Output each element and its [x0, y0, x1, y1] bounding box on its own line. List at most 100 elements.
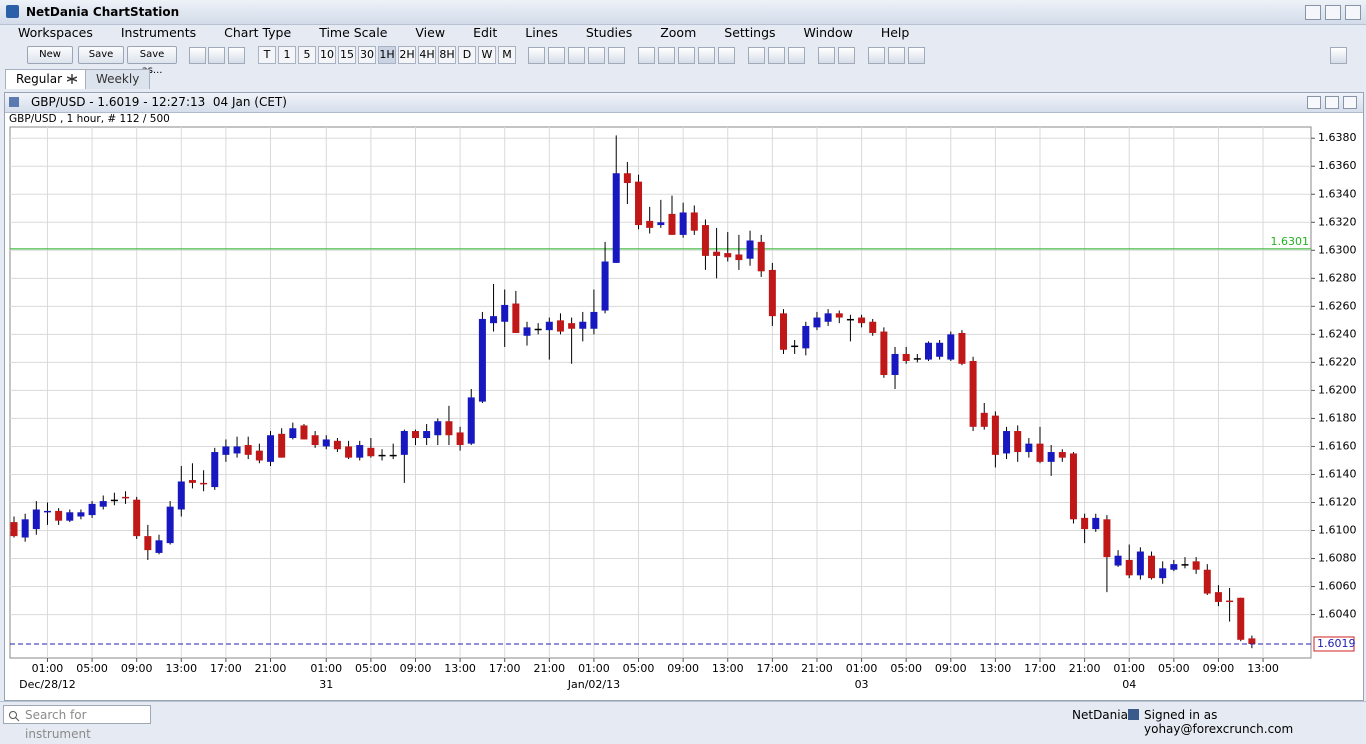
menu-item[interactable]: Lines [525, 25, 558, 40]
tool-icon[interactable] [528, 47, 545, 64]
chart-type-icon[interactable] [228, 47, 245, 64]
candle-body [144, 536, 152, 551]
candle-body [523, 327, 531, 336]
tool-icon[interactable] [788, 47, 805, 64]
status-bar: Search for instrument NetDania Signed in… [0, 701, 1366, 741]
tool-icon[interactable] [908, 47, 925, 64]
candle-body [924, 342, 932, 360]
minimize-button[interactable] [1305, 5, 1321, 20]
timescale-button[interactable]: 8H [438, 46, 456, 64]
tool-icon[interactable] [588, 47, 605, 64]
timescale-button[interactable]: 4H [418, 46, 436, 64]
y-tick-label: 1.6140 [1318, 467, 1357, 480]
candle-body [333, 440, 341, 450]
brand: NetDania [1072, 708, 1128, 722]
tool-icon[interactable] [818, 47, 835, 64]
candle-body [590, 311, 598, 329]
tool-icon[interactable] [608, 47, 625, 64]
tool-icon[interactable] [678, 47, 695, 64]
chart-type-icon[interactable] [208, 47, 225, 64]
maximize-button[interactable] [1325, 5, 1341, 20]
timescale-button[interactable]: 30 [358, 46, 376, 64]
tool-icon[interactable] [638, 47, 655, 64]
tab[interactable]: Weekly [85, 69, 151, 89]
candle-body [568, 323, 576, 329]
tool-icon[interactable] [838, 47, 855, 64]
toolbar-button[interactable]: New [27, 46, 73, 64]
toolbar-button[interactable]: Save as... [127, 46, 177, 76]
candle-body [679, 212, 687, 235]
menu-item[interactable]: Chart Type [224, 25, 292, 40]
x-tick-label: 17:00 [757, 662, 789, 675]
candle-body [913, 358, 921, 360]
candle-body [802, 325, 810, 349]
candle-body [1092, 517, 1100, 530]
tool-icon[interactable] [698, 47, 715, 64]
tool-icon[interactable] [568, 47, 585, 64]
timescale-button[interactable]: W [478, 46, 496, 64]
menu-item[interactable]: Settings [724, 25, 776, 40]
menu-item[interactable]: Zoom [660, 25, 697, 40]
x-tick-label: 13:00 [712, 662, 744, 675]
toolbar-button[interactable]: Save [78, 46, 124, 64]
candle-body [233, 446, 241, 454]
candle-body [490, 316, 498, 324]
tool-icon[interactable] [548, 47, 565, 64]
timescale-button[interactable]: 1H [378, 46, 396, 64]
timescale-button[interactable]: 1 [278, 46, 296, 64]
chart-subtitle: GBP/USD , 1 hour, # 112 / 500 [9, 113, 170, 125]
x-tick-label: 17:00 [489, 662, 521, 675]
timescale-button[interactable]: D [458, 46, 476, 64]
candle-body [1214, 592, 1222, 602]
timescale-button[interactable]: 15 [338, 46, 356, 64]
chart-type-icon[interactable] [189, 47, 206, 64]
candle-body [501, 304, 509, 322]
timescale-button[interactable]: 10 [318, 46, 336, 64]
menu-item[interactable]: View [415, 25, 446, 40]
menu-item[interactable]: Window [803, 25, 853, 40]
candle-body [289, 428, 297, 439]
candle-body [768, 269, 776, 317]
tool-icon[interactable] [718, 47, 735, 64]
y-tick-label: 1.6340 [1318, 187, 1357, 200]
date-label: Dec/28/12 [19, 678, 76, 691]
candle-body [166, 506, 174, 544]
timescale-button[interactable]: 5 [298, 46, 316, 64]
chart-minimize[interactable] [1307, 96, 1321, 109]
x-tick-label: 13:00 [165, 662, 197, 675]
menu-item[interactable]: Workspaces [18, 25, 93, 40]
candle-body [222, 446, 230, 455]
y-tick-label: 1.6360 [1318, 159, 1357, 172]
candle-body [545, 321, 553, 331]
y-tick-label: 1.6080 [1318, 552, 1357, 565]
tool-icon[interactable] [768, 47, 785, 64]
search-input[interactable]: Search for instrument [3, 705, 151, 741]
timescale-button[interactable]: M [498, 46, 516, 64]
y-tick-label: 1.6320 [1318, 215, 1357, 228]
menu-item[interactable]: Help [880, 25, 910, 40]
timescale-button[interactable]: 2H [398, 46, 416, 64]
menu-item[interactable]: Studies [585, 25, 633, 40]
menu-item[interactable]: Instruments [120, 25, 197, 40]
tool-icon[interactable] [748, 47, 765, 64]
tab-pin-icon[interactable] [67, 74, 77, 84]
candle-body [880, 331, 888, 375]
candle-body [902, 353, 910, 361]
y-tick-label: 1.6200 [1318, 383, 1357, 396]
close-button[interactable] [1345, 5, 1361, 20]
date-label: 04 [1122, 678, 1136, 691]
tool-icon[interactable] [868, 47, 885, 64]
tool-icon[interactable] [1330, 47, 1347, 64]
timescale-button[interactable]: T [258, 46, 276, 64]
tab[interactable]: Regular [5, 69, 93, 89]
chart-close[interactable] [1343, 96, 1357, 109]
candle-body [1248, 638, 1256, 644]
tool-icon[interactable] [658, 47, 675, 64]
chart-restore[interactable] [1325, 96, 1339, 109]
candle-body [701, 225, 709, 256]
candle-body [456, 432, 464, 446]
tool-icon[interactable] [888, 47, 905, 64]
menu-item[interactable]: Time Scale [319, 25, 388, 40]
menu-item[interactable]: Edit [473, 25, 498, 40]
candle-body [668, 213, 676, 235]
